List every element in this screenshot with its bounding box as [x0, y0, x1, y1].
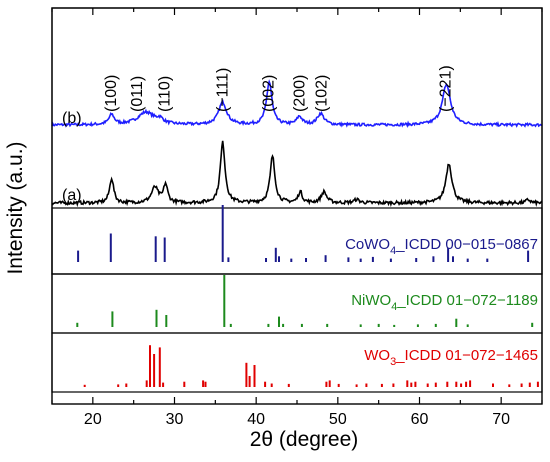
x-tick-label: 50 — [329, 411, 347, 428]
curve-label: (b) — [62, 110, 82, 127]
y-axis-label: Intensity (a.u.) — [4, 141, 27, 274]
panel-frame — [51, 7, 543, 275]
peak-label: (−111) — [215, 68, 232, 112]
x-axis-label: 2θ (degree) — [250, 428, 359, 451]
peak-label: (100) — [103, 75, 120, 112]
reference-label: CoWO4_ICDD 00−015−0867 — [345, 236, 538, 257]
x-tick-label: 40 — [247, 411, 265, 428]
pattern-curve-b — [51, 79, 543, 128]
peak-label: (102) — [314, 75, 331, 112]
peak-label: (−221) — [438, 65, 455, 112]
x-tick-label: 70 — [492, 411, 510, 428]
reference-label: NiWO4_ICDD 01−072−1189 — [351, 292, 538, 313]
peak-label: (200) — [291, 75, 308, 112]
reference-panel: CoWO4_ICDD 00−015−0867 — [51, 205, 543, 275]
diffraction-pattern-panel: (b) (a) (100) (011) (110) (−111) (002) (200) (10… — [51, 7, 543, 275]
curve-label: (a) — [62, 187, 82, 204]
x-tick-label: 30 — [166, 411, 184, 428]
x-tick-label: 60 — [411, 411, 429, 428]
x-axis: 20 30 40 50 60 70 — [51, 8, 543, 428]
peak-label: (110) — [157, 76, 174, 112]
plot-border — [51, 7, 543, 405]
x-tick-label: 20 — [84, 411, 102, 428]
peak-label: (011) — [129, 76, 146, 112]
reference-panel: NiWO4_ICDD 01−072−1189 — [51, 273, 543, 334]
reference-panel: WO3_ICDD 01−072−1465 — [51, 332, 543, 393]
reference-panels: CoWO4_ICDD 00−015−0867 NiWO4_ICDD 01−072−… — [51, 7, 543, 405]
peak-label: (002) — [260, 75, 277, 112]
pattern-curve-a — [51, 140, 543, 208]
reference-label: WO3_ICDD 01−072−1465 — [364, 347, 538, 368]
